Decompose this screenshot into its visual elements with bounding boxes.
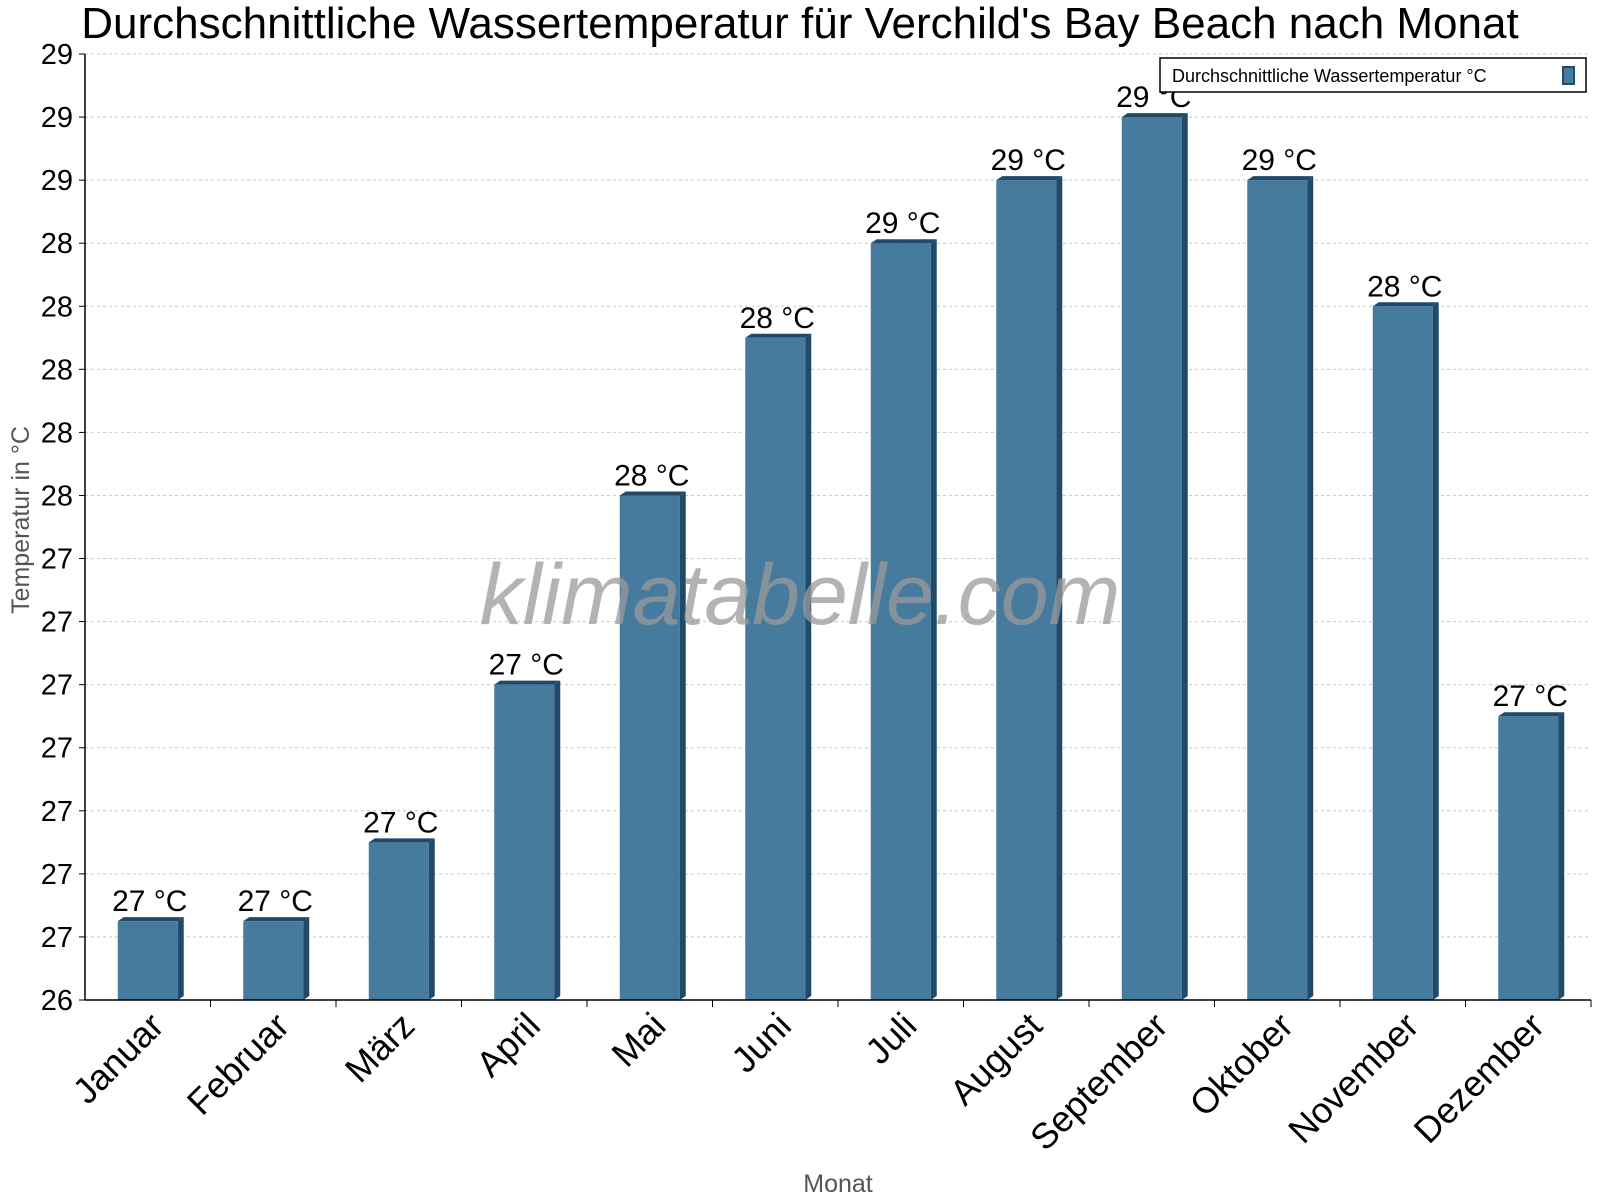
x-tick-label: September xyxy=(1022,1005,1176,1159)
x-tick-label: Dezember xyxy=(1405,1005,1551,1151)
y-tick-label: 27 xyxy=(41,859,73,891)
data-label: 27 °C xyxy=(489,649,564,682)
y-tick-label: 29 xyxy=(41,39,73,71)
y-tick-label: 28 xyxy=(41,480,73,512)
bar xyxy=(1121,117,1182,1001)
bar-top xyxy=(494,680,561,685)
bar-top xyxy=(619,491,686,496)
y-axis-title: Temperatur in °C xyxy=(7,426,35,614)
bar-top xyxy=(996,176,1063,181)
bar-top xyxy=(117,917,184,922)
data-label: 27 °C xyxy=(112,885,187,918)
bar-top xyxy=(1498,712,1565,717)
data-label: 28 °C xyxy=(1367,270,1442,303)
x-tick-label: Mai xyxy=(603,1005,673,1075)
x-tick-label: Juli xyxy=(857,1005,924,1072)
x-tick-label: Oktober xyxy=(1181,1005,1301,1125)
bar-top xyxy=(1121,113,1188,118)
legend-box xyxy=(1159,57,1587,93)
bar-top xyxy=(243,917,310,922)
y-tick-label: 27 xyxy=(41,733,73,765)
y-tick-label: 27 xyxy=(41,670,73,702)
data-label: 28 °C xyxy=(740,302,815,335)
legend: Durchschnittliche Wassertemperatur °C xyxy=(1159,57,1587,93)
data-label: 27 °C xyxy=(238,885,313,918)
bar-top xyxy=(368,838,435,843)
bar xyxy=(243,921,304,1000)
y-tick-label: 27 xyxy=(41,922,73,954)
bar-top xyxy=(745,333,812,338)
y-tick-label: 27 xyxy=(41,544,73,576)
bar xyxy=(870,243,931,1000)
y-tick-label: 28 xyxy=(41,417,73,449)
bar xyxy=(745,337,806,1000)
y-tick-label: 28 xyxy=(41,228,73,260)
y-tick-label: 28 xyxy=(41,291,73,323)
bar-side xyxy=(679,491,686,1000)
y-tick-label: 27 xyxy=(41,796,73,828)
bar xyxy=(117,921,178,1000)
bar-side xyxy=(177,917,184,1000)
x-tick-label: Februar xyxy=(179,1005,297,1123)
y-tick-label: 29 xyxy=(41,165,73,197)
y-tick-label: 26 xyxy=(41,985,73,1017)
data-labels: 27 °C 27 °C 27 °C 27 °C 28 °C 28 °C 29 °C 29 °C… xyxy=(112,81,1568,918)
bar-side xyxy=(805,333,812,1000)
y-tick-label: 28 xyxy=(41,354,73,386)
bar xyxy=(996,180,1057,1001)
data-label: 29 °C xyxy=(865,207,940,240)
y-tick-label: 29 xyxy=(41,102,73,134)
bar-top xyxy=(1372,302,1439,307)
data-label: 29 °C xyxy=(991,144,1066,177)
y-tick-label: 27 xyxy=(41,607,73,639)
x-tick-label: August xyxy=(942,1005,1050,1113)
bar xyxy=(1498,716,1559,1000)
bar xyxy=(1372,306,1433,1000)
bar-side xyxy=(1432,302,1439,1000)
bar-side xyxy=(930,239,937,1000)
x-axis-title: Monat xyxy=(803,1170,873,1198)
data-label: 29 °C xyxy=(1242,144,1317,177)
bar-side xyxy=(1558,712,1565,1000)
bar xyxy=(619,495,680,1000)
bar-top xyxy=(870,239,937,244)
bar xyxy=(1247,180,1308,1001)
watermark: klimatabelle.com xyxy=(480,547,1120,643)
bar-side xyxy=(428,838,435,1000)
data-label: 27 °C xyxy=(363,806,438,839)
bar-side xyxy=(554,680,561,1000)
bar-side xyxy=(1307,176,1314,1001)
bar-side xyxy=(1056,176,1063,1001)
chart-title: Durchschnittliche Wassertemperatur für V… xyxy=(81,0,1518,48)
bar-side xyxy=(303,917,310,1000)
data-label: 27 °C xyxy=(1493,680,1568,713)
legend-label: Durchschnittliche Wassertemperatur °C xyxy=(1172,66,1487,86)
data-label: 28 °C xyxy=(614,459,689,492)
bars xyxy=(117,113,1565,1001)
bar-top xyxy=(1247,176,1314,181)
bar-side xyxy=(1181,113,1188,1001)
x-tick-label: November xyxy=(1280,1005,1426,1151)
legend-swatch xyxy=(1562,66,1575,85)
bar xyxy=(368,842,429,1000)
x-tick-label: April xyxy=(468,1005,548,1085)
bar xyxy=(494,684,555,1000)
x-tick-label: März xyxy=(337,1005,423,1091)
x-tick-label: Januar xyxy=(65,1005,172,1112)
grid-lines xyxy=(85,53,1591,938)
x-tick-label: Juni xyxy=(723,1005,799,1081)
